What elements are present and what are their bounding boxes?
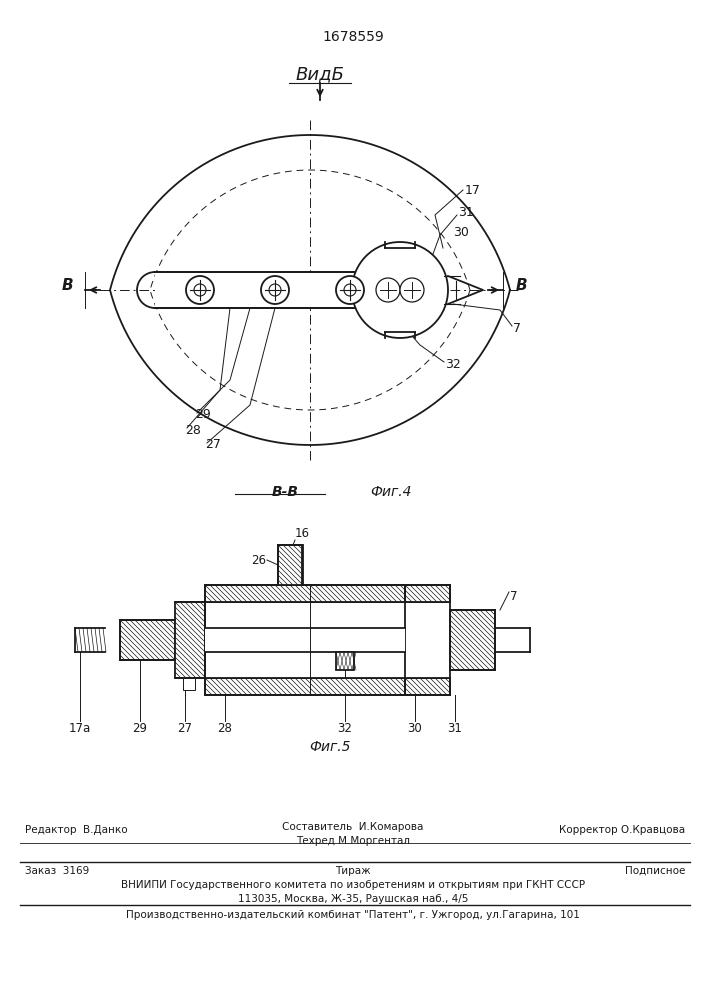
Bar [205, 678, 405, 695]
Text: 27: 27 [205, 438, 221, 452]
Text: Тираж: Тираж [335, 866, 370, 876]
Bar [405, 678, 450, 695]
Text: Фиг.4: Фиг.4 [370, 485, 411, 499]
Circle shape [344, 284, 356, 296]
Circle shape [400, 278, 424, 302]
Text: 31: 31 [458, 206, 474, 219]
Text: 29: 29 [132, 722, 148, 735]
Bar [205, 628, 405, 652]
Text: ВидБ: ВидБ [296, 65, 344, 83]
Text: 28: 28 [218, 722, 233, 735]
Bar [405, 585, 450, 602]
Text: В: В [515, 277, 527, 292]
Bar [183, 678, 195, 690]
Text: Фиг.5: Фиг.5 [309, 740, 351, 754]
Bar [120, 620, 175, 660]
Circle shape [352, 242, 448, 338]
Bar [336, 652, 354, 670]
Text: Составитель  И.Комарова: Составитель И.Комарова [282, 822, 423, 832]
Text: 28: 28 [185, 424, 201, 436]
Circle shape [376, 278, 400, 302]
Text: Подписное: Подписное [624, 866, 685, 876]
Text: Заказ  3169: Заказ 3169 [25, 866, 89, 876]
Bar [155, 272, 400, 308]
Bar [278, 545, 303, 585]
Text: 30: 30 [408, 722, 422, 735]
Text: 31: 31 [448, 722, 462, 735]
Text: 16: 16 [295, 527, 310, 540]
Text: 113035, Москва, Ж-35, Раушская наб., 4/5: 113035, Москва, Ж-35, Раушская наб., 4/5 [238, 894, 468, 904]
Text: 17а: 17а [69, 722, 91, 735]
Circle shape [269, 284, 281, 296]
Circle shape [194, 284, 206, 296]
Text: 27: 27 [177, 722, 192, 735]
Text: 26: 26 [251, 554, 266, 566]
Text: 29: 29 [195, 408, 211, 422]
Text: Производственно-издательский комбинат "Патент", г. Ужгород, ул.Гагарина, 101: Производственно-издательский комбинат "П… [126, 910, 580, 920]
Text: 7: 7 [513, 322, 521, 334]
Text: 1678559: 1678559 [322, 30, 384, 44]
Circle shape [186, 276, 214, 304]
Text: Техред М.Моргентал: Техред М.Моргентал [296, 836, 410, 846]
Text: В-В: В-В [271, 485, 298, 499]
Circle shape [336, 276, 364, 304]
Text: 17: 17 [465, 184, 481, 196]
Circle shape [261, 276, 289, 304]
Text: 7: 7 [510, 590, 518, 603]
Text: 32: 32 [445, 359, 461, 371]
Text: Корректор О.Кравцова: Корректор О.Кравцова [559, 825, 685, 835]
Bar [205, 585, 405, 602]
Text: В: В [62, 277, 73, 292]
Text: Редактор  В.Данко: Редактор В.Данко [25, 825, 128, 835]
Bar [450, 610, 495, 670]
Bar [175, 602, 205, 678]
Text: ВНИИПИ Государственного комитета по изобретениям и открытиям при ГКНТ СССР: ВНИИПИ Государственного комитета по изоб… [121, 880, 585, 890]
Text: 32: 32 [337, 722, 352, 735]
Text: 30: 30 [453, 226, 469, 238]
